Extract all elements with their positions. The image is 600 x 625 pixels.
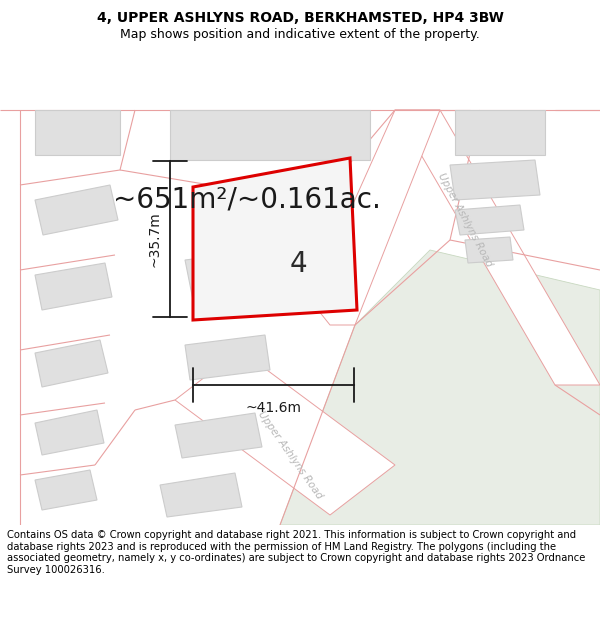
Text: Upper Ashlyns Road: Upper Ashlyns Road — [436, 171, 494, 269]
Text: ~651m²/~0.161ac.: ~651m²/~0.161ac. — [113, 186, 381, 214]
Polygon shape — [465, 237, 513, 263]
Text: ~35.7m: ~35.7m — [148, 211, 162, 267]
Polygon shape — [395, 110, 600, 385]
Polygon shape — [455, 205, 524, 235]
Polygon shape — [280, 250, 600, 525]
Text: 4, UPPER ASHLYNS ROAD, BERKHAMSTED, HP4 3BW: 4, UPPER ASHLYNS ROAD, BERKHAMSTED, HP4 … — [97, 11, 503, 25]
Polygon shape — [170, 110, 370, 160]
Polygon shape — [193, 158, 357, 320]
Polygon shape — [35, 263, 112, 310]
Polygon shape — [450, 160, 540, 200]
Polygon shape — [35, 410, 104, 455]
Polygon shape — [35, 185, 118, 235]
Polygon shape — [160, 473, 242, 517]
Text: Upper Ashlyns Road: Upper Ashlyns Road — [256, 409, 324, 501]
Polygon shape — [175, 350, 395, 515]
Polygon shape — [35, 340, 108, 387]
Polygon shape — [185, 250, 275, 310]
Text: Map shows position and indicative extent of the property.: Map shows position and indicative extent… — [120, 28, 480, 41]
Polygon shape — [35, 110, 120, 155]
Polygon shape — [310, 110, 440, 325]
Polygon shape — [35, 470, 97, 510]
Text: ~41.6m: ~41.6m — [245, 401, 302, 415]
Text: 4: 4 — [289, 250, 307, 278]
Text: Contains OS data © Crown copyright and database right 2021. This information is : Contains OS data © Crown copyright and d… — [7, 530, 586, 575]
Polygon shape — [185, 335, 270, 380]
Polygon shape — [455, 110, 545, 155]
Polygon shape — [175, 413, 262, 458]
